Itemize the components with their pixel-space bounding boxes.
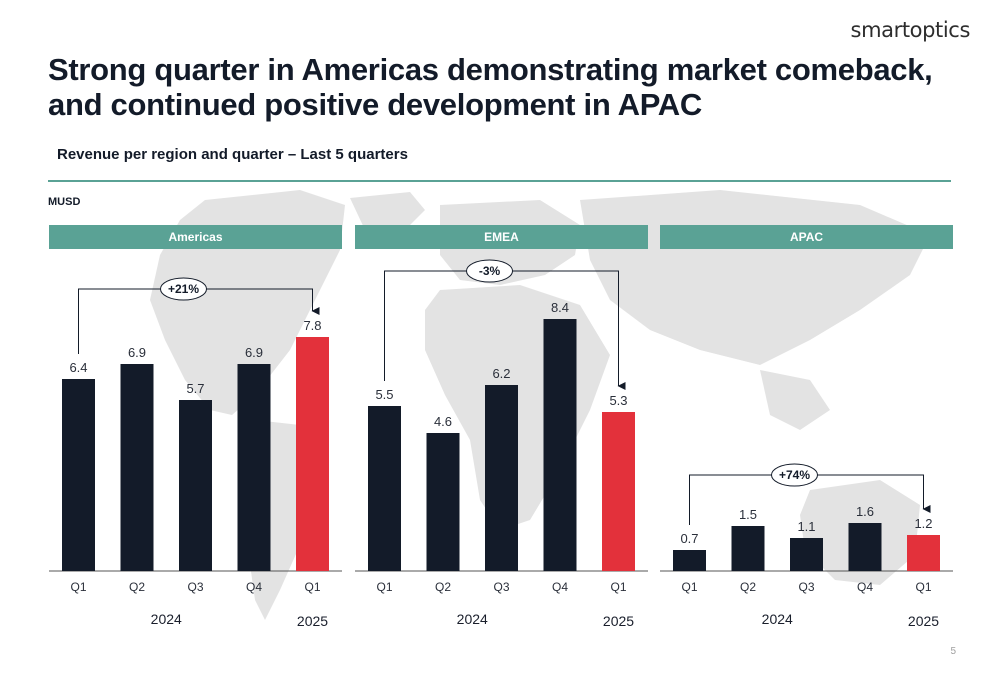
- emea-data-label-2: 4.6: [434, 414, 452, 429]
- emea-year-label-1: 2024: [457, 611, 488, 627]
- apac-change-label: +74%: [779, 468, 810, 482]
- americas-bar-2: [120, 364, 154, 571]
- americas-change-label: +21%: [168, 282, 199, 296]
- emea-tick-label-3: Q3: [493, 580, 509, 594]
- emea-data-label-3: 6.2: [492, 366, 510, 381]
- apac-tick-label-1: Q1: [681, 580, 697, 594]
- americas-data-label-2: 6.9: [128, 345, 146, 360]
- emea-tick-label-5: Q1: [610, 580, 626, 594]
- americas-tick-label-5: Q1: [304, 580, 320, 594]
- chart-subtitle: Revenue per region and quarter – Last 5 …: [57, 146, 408, 163]
- emea-change-badge: [466, 259, 513, 283]
- apac-data-label-4: 1.6: [856, 504, 874, 519]
- emea-tick-label-2: Q2: [435, 580, 451, 594]
- apac-year-label-1: 2024: [762, 611, 793, 627]
- map-southeast-asia: [760, 370, 830, 430]
- panel-header-emea: EMEA: [355, 225, 648, 249]
- emea-bar-1: [368, 406, 401, 571]
- apac-bar-1: [673, 550, 706, 571]
- americas-tick-label-2: Q2: [129, 580, 145, 594]
- apac-data-label-5: 1.2: [914, 516, 932, 531]
- americas-year-label-2: 2025: [297, 613, 328, 629]
- americas-data-label-3: 5.7: [186, 381, 204, 396]
- emea-data-label-1: 5.5: [375, 387, 393, 402]
- emea-bar-4: [543, 319, 577, 571]
- apac-tick-label-2: Q2: [740, 580, 756, 594]
- map-greenland: [350, 192, 425, 235]
- apac-tick-label-5: Q1: [915, 580, 931, 594]
- americas-tick-label-3: Q3: [187, 580, 203, 594]
- apac-year-label-2: 2025: [908, 613, 939, 629]
- emea-year-label-2: 2025: [603, 613, 634, 629]
- apac-tick-label-3: Q3: [798, 580, 814, 594]
- emea-tick-label-4: Q4: [552, 580, 568, 594]
- apac-change-badge: [771, 463, 818, 487]
- americas-change-badge: [160, 277, 207, 301]
- panel-header-apac: APAC: [660, 225, 953, 249]
- apac-data-label-1: 0.7: [680, 531, 698, 546]
- americas-data-label-4: 6.9: [245, 345, 263, 360]
- emea-change-label: -3%: [479, 264, 501, 278]
- apac-bar-2: [731, 526, 765, 571]
- emea-tick-label-1: Q1: [376, 580, 392, 594]
- americas-bar-5: [296, 337, 329, 571]
- americas-data-label-5: 7.8: [303, 318, 321, 333]
- emea-bar-3: [485, 385, 518, 571]
- slide-title: Strong quarter in Americas demonstrating…: [48, 52, 933, 122]
- americas-bar-1: [62, 379, 95, 571]
- emea-bar-2: [426, 433, 460, 571]
- unit-label: MUSD: [48, 196, 81, 208]
- apac-data-label-2: 1.5: [739, 507, 757, 522]
- smartoptics-logo: smartoptics: [850, 18, 971, 42]
- americas-tick-label-4: Q4: [246, 580, 262, 594]
- panel-header-americas: Americas: [49, 225, 342, 249]
- americas-tick-label-1: Q1: [70, 580, 86, 594]
- americas-data-label-1: 6.4: [69, 360, 87, 375]
- apac-data-label-3: 1.1: [797, 519, 815, 534]
- emea-data-label-4: 8.4: [551, 300, 569, 315]
- emea-data-label-5: 5.3: [609, 393, 627, 408]
- apac-bar-5: [907, 535, 940, 571]
- header-divider: [48, 180, 951, 182]
- emea-bar-5: [602, 412, 635, 571]
- apac-bar-4: [848, 523, 882, 571]
- apac-bar-3: [790, 538, 823, 571]
- americas-year-label-1: 2024: [151, 611, 182, 627]
- americas-bar-4: [237, 364, 271, 571]
- americas-bar-3: [179, 400, 212, 571]
- apac-tick-label-4: Q4: [857, 580, 873, 594]
- page-number: 5: [950, 646, 956, 657]
